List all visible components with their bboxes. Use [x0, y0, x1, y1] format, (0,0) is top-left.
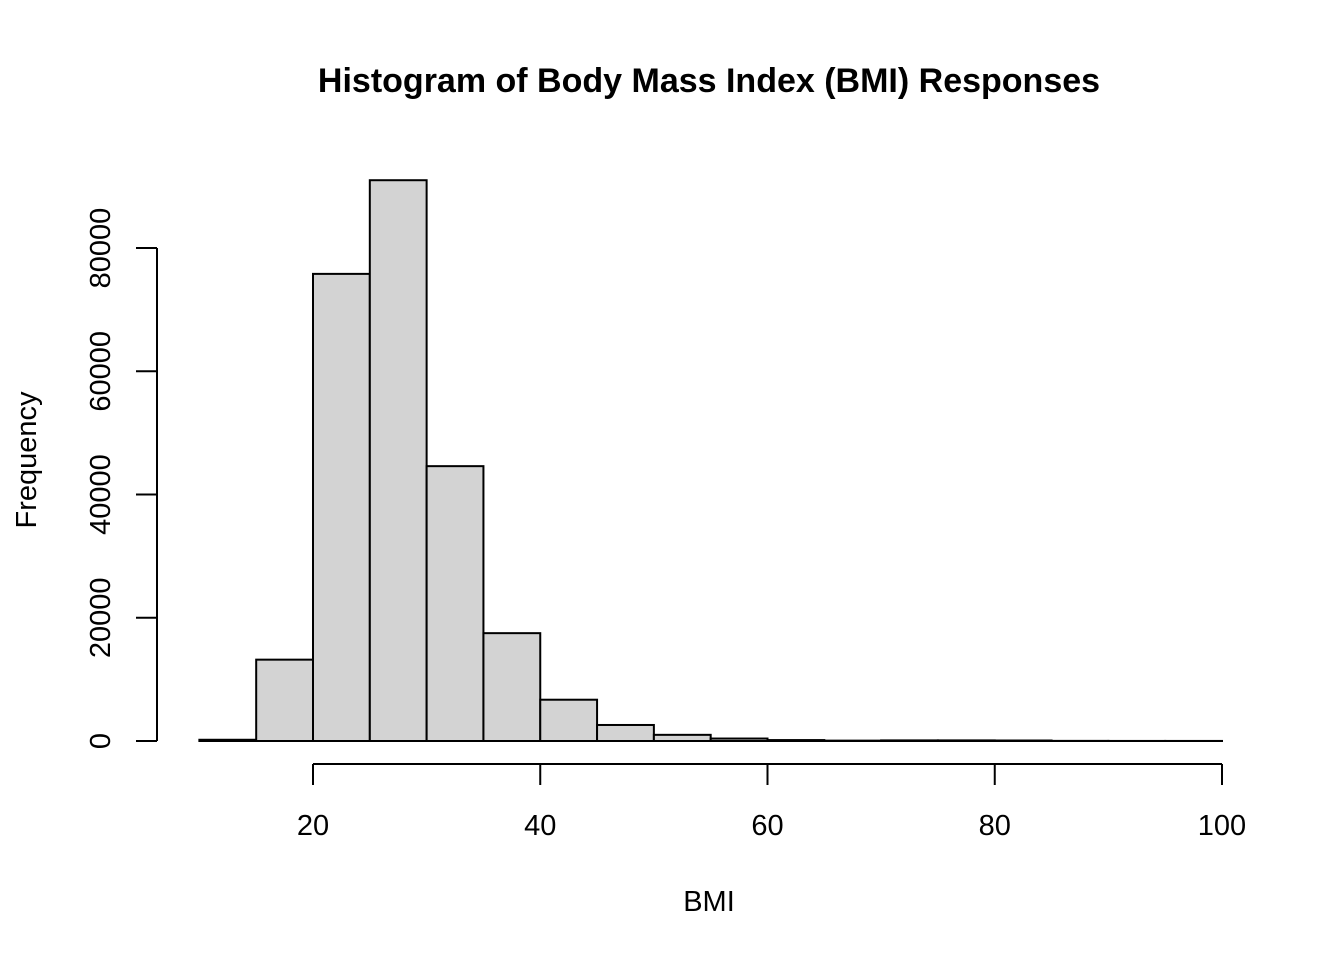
- x-tick-label-40: 40: [524, 810, 556, 842]
- histogram-bar-35-40: [483, 633, 540, 741]
- histogram-bar-70-75: [881, 740, 938, 741]
- x-tick-label-20: 20: [297, 810, 329, 842]
- histogram-bar-45-50: [597, 725, 654, 741]
- x-tick-label-80: 80: [979, 810, 1011, 842]
- y-tick-label-80000: 80000: [85, 208, 117, 289]
- y-tick-label-20000: 20000: [85, 577, 117, 658]
- histogram-bar-25-30: [370, 180, 427, 741]
- histogram-bar-10-15: [199, 740, 256, 741]
- y-tick-label-60000: 60000: [85, 331, 117, 412]
- histogram-bar-55-60: [711, 739, 768, 741]
- histogram-bar-30-35: [427, 466, 484, 741]
- x-axis-label: BMI: [683, 886, 735, 918]
- x-axis: 20 40 60 80 100: [297, 764, 1246, 842]
- histogram-bar-75-80: [938, 740, 995, 741]
- y-tick-label-0: 0: [85, 733, 117, 749]
- histogram-bar-40-45: [540, 700, 597, 741]
- y-axis: 0 20000 40000 60000 80000: [85, 208, 157, 749]
- y-axis-label: Frequency: [11, 391, 43, 529]
- x-tick-label-100: 100: [1198, 810, 1246, 842]
- histogram-bar-50-55: [654, 735, 711, 741]
- histogram-bar-20-25: [313, 274, 370, 741]
- histogram-bar-15-20: [256, 660, 313, 741]
- y-tick-label-40000: 40000: [85, 454, 117, 535]
- chart-title: Histogram of Body Mass Index (BMI) Respo…: [318, 62, 1100, 100]
- x-tick-label-60: 60: [751, 810, 783, 842]
- histogram-bars: [199, 180, 1222, 741]
- histogram-bar-60-65: [768, 740, 825, 741]
